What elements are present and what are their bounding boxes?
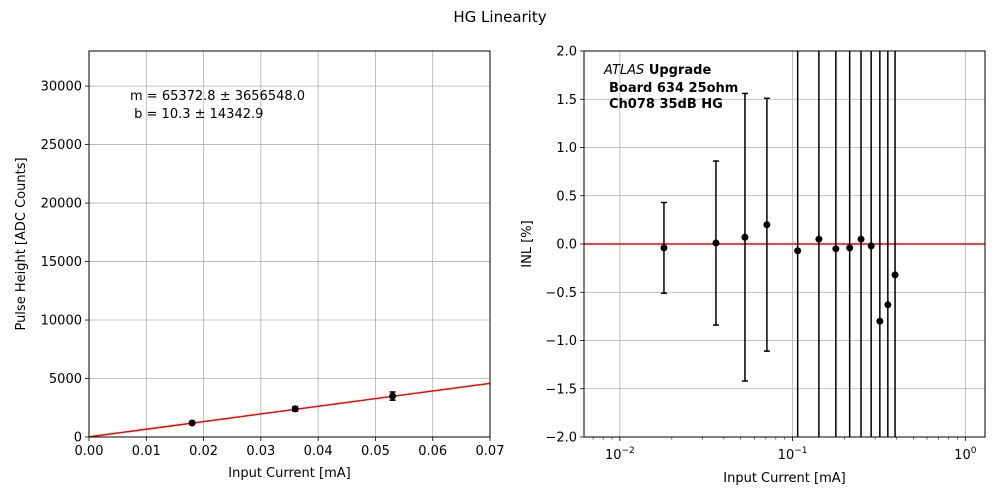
left-axes-frame <box>88 50 491 438</box>
left-chart: 0.00 0.01 0.02 0.03 0.04 0.05 0.06 0.07 0 5000 10… <box>14 50 505 481</box>
board-info: Board 634 25ohm <box>609 81 738 96</box>
atlas-label: ATLAS Upgrade <box>603 63 711 78</box>
right-y-axis-label: INL [%] <box>520 220 535 267</box>
right-data-point <box>741 233 749 241</box>
left-y-axis-label: Pulse Height [ADC Counts] <box>14 157 29 330</box>
right-data-point <box>867 242 875 250</box>
right-data-point <box>815 235 823 243</box>
left-x-ticks: 0.00 0.01 0.02 0.03 0.04 0.05 0.06 0.07 <box>75 437 505 459</box>
right-y-tick-label: −1.0 <box>545 334 577 349</box>
left-x-tick-label: 0.03 <box>246 444 275 459</box>
left-x-tick-label: 0.07 <box>476 444 505 459</box>
left-y-tick-label: 10000 <box>41 314 82 329</box>
left-x-tick-label: 0.01 <box>132 444 161 459</box>
right-data-point <box>857 235 865 243</box>
left-y-tick-label: 5000 <box>49 372 82 387</box>
left-x-tick-label: 0.04 <box>304 444 333 459</box>
right-y-tick-label: 0.0 <box>556 238 577 253</box>
left-data-point <box>188 419 196 427</box>
right-data-point <box>884 301 892 309</box>
right-y-tick-label: −0.5 <box>545 286 577 301</box>
figure-title: HG Linearity <box>453 8 546 26</box>
right-data-points <box>660 51 899 437</box>
left-data-point <box>291 405 299 413</box>
fit-intercept-annotation: b = 10.3 ± 14342.9 <box>130 107 263 122</box>
right-y-tick-label: 1.5 <box>556 93 577 108</box>
left-y-tick-label: 30000 <box>41 80 82 95</box>
atlas-italic-text: ATLAS <box>603 63 644 78</box>
left-x-tick-label: 0.05 <box>361 444 390 459</box>
left-data-points <box>188 391 397 427</box>
left-y-tick-label: 15000 <box>41 255 82 270</box>
right-data-point <box>712 239 720 247</box>
left-x-tick-label: 0.02 <box>189 444 218 459</box>
right-data-point <box>794 247 802 255</box>
left-gridlines <box>88 51 491 438</box>
right-x-axis-label: Input Current [mA] <box>723 471 845 486</box>
right-data-point <box>832 245 840 253</box>
left-x-tick-label: 0.06 <box>418 444 447 459</box>
right-x-tick-label: 100 <box>954 446 977 463</box>
right-x-ticks: 10−2 10−1 100 <box>592 437 977 463</box>
left-y-ticks: 0 5000 10000 15000 20000 25000 30000 <box>41 80 89 446</box>
left-data-point <box>389 392 397 400</box>
right-data-point <box>763 221 771 229</box>
fit-slope-annotation: m = 65372.8 ± 3656548.0 <box>130 89 305 104</box>
left-fit-segment <box>88 382 491 438</box>
left-y-tick-label: 20000 <box>41 197 82 212</box>
left-x-tick-label: 0.00 <box>75 444 104 459</box>
right-data-point <box>876 317 884 325</box>
right-y-ticks: −2.0 −1.5 −1.0 −0.5 0.0 0.5 1.0 1.5 2.0 <box>545 45 584 446</box>
right-y-tick-label: −1.5 <box>545 382 577 397</box>
right-chart: 10−2 10−1 100 −2.0 −1.5 −1.0 −0.5 0.0 0.5 1.0 1.5… <box>520 45 986 486</box>
left-x-axis-label: Input Current [mA] <box>228 466 350 481</box>
right-data-point <box>660 244 668 252</box>
left-y-tick-label: 0 <box>74 431 82 446</box>
right-data-point <box>846 244 854 252</box>
right-y-tick-label: 0.5 <box>556 189 577 204</box>
left-y-tick-label: 25000 <box>41 138 82 153</box>
right-x-tick-label: 10−1 <box>778 446 808 463</box>
right-y-tick-label: 2.0 <box>556 45 577 60</box>
atlas-bold-text: Upgrade <box>649 63 712 78</box>
left-fit-line <box>88 382 491 438</box>
right-data-point <box>891 271 899 279</box>
right-x-tick-label: 10−2 <box>605 446 635 463</box>
right-y-tick-label: −2.0 <box>545 431 577 446</box>
right-y-tick-label: 1.0 <box>556 141 577 156</box>
channel-info: Ch078 35dB HG <box>609 97 723 112</box>
